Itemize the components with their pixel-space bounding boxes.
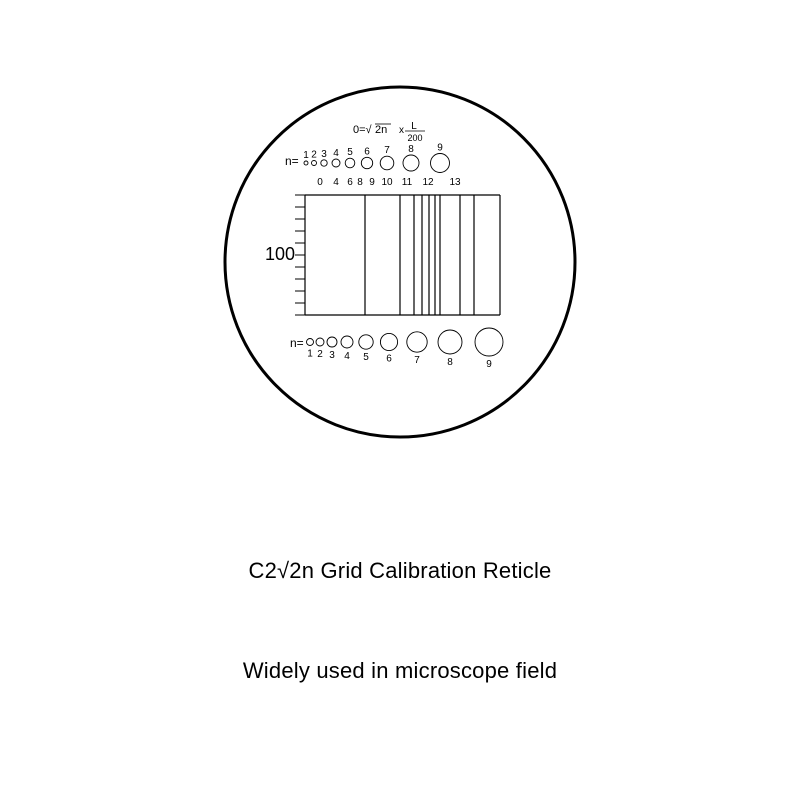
svg-text:9: 9: [369, 177, 375, 188]
svg-text:9: 9: [486, 359, 492, 370]
svg-text:1: 1: [307, 349, 313, 360]
svg-text:0: 0: [317, 177, 323, 188]
svg-text:6: 6: [386, 354, 392, 365]
svg-text:x: x: [399, 125, 404, 136]
svg-text:2: 2: [317, 349, 323, 360]
svg-text:3: 3: [321, 149, 327, 160]
svg-text:100: 100: [265, 244, 295, 264]
svg-text:2: 2: [311, 150, 317, 161]
svg-text:6: 6: [364, 146, 370, 157]
svg-text:8: 8: [357, 177, 363, 188]
svg-text:0=√: 0=√: [353, 124, 373, 136]
svg-text:5: 5: [363, 352, 369, 363]
svg-text:12: 12: [422, 177, 434, 188]
svg-text:7: 7: [384, 145, 390, 156]
svg-text:13: 13: [449, 177, 461, 188]
svg-text:6: 6: [347, 177, 353, 188]
svg-text:4: 4: [333, 177, 339, 188]
caption-title: C2√2n Grid Calibration Reticle: [0, 558, 800, 584]
svg-text:5: 5: [347, 147, 353, 158]
svg-text:8: 8: [408, 144, 414, 155]
svg-text:200: 200: [407, 133, 422, 143]
svg-text:3: 3: [329, 350, 335, 361]
svg-text:2n: 2n: [375, 124, 387, 136]
svg-text:n=: n=: [290, 336, 304, 350]
svg-text:9: 9: [437, 143, 443, 154]
svg-text:4: 4: [344, 351, 350, 362]
svg-text:8: 8: [447, 357, 453, 368]
svg-text:n=: n=: [285, 154, 299, 168]
svg-text:L: L: [411, 121, 417, 132]
svg-text:1: 1: [303, 150, 309, 161]
svg-text:11: 11: [402, 177, 413, 188]
caption-subtitle: Widely used in microscope field: [0, 658, 800, 684]
svg-text:10: 10: [381, 177, 393, 188]
svg-text:7: 7: [414, 355, 420, 366]
svg-text:4: 4: [333, 148, 339, 159]
